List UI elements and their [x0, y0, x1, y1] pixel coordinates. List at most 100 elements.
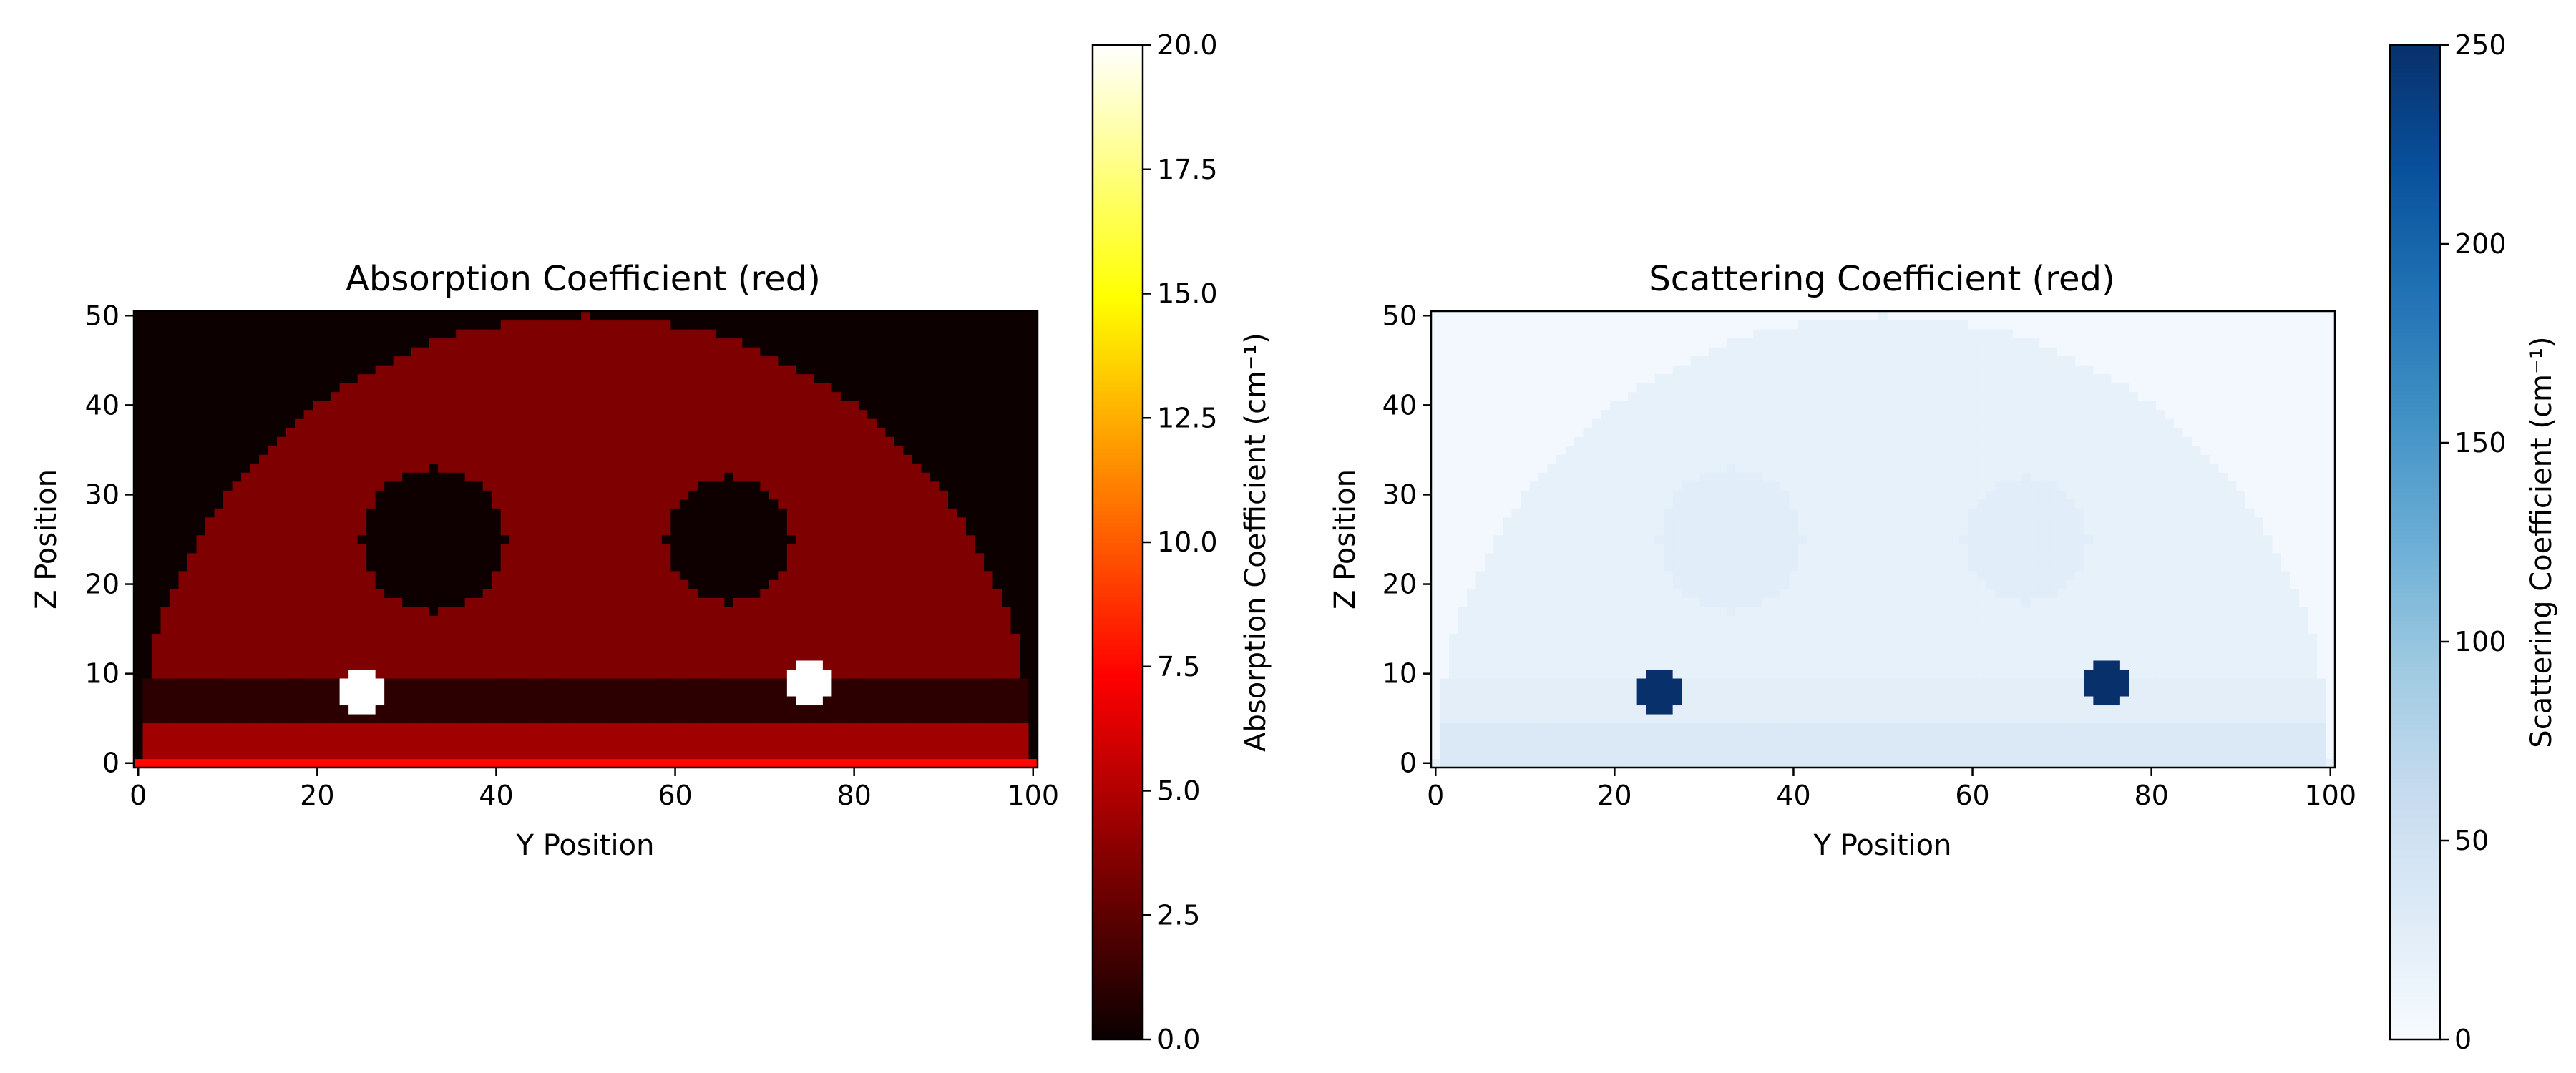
- heatmap-cell: [894, 463, 904, 473]
- heatmap-cell: [366, 383, 376, 393]
- heatmap-cell: [223, 347, 233, 357]
- heatmap-cell: [751, 481, 761, 491]
- heatmap-cell: [268, 677, 278, 688]
- heatmap-cell: [286, 383, 296, 393]
- heatmap-cell: [492, 401, 502, 411]
- heatmap-cell: [814, 677, 824, 688]
- heatmap-cell: [447, 552, 457, 562]
- heatmap-cell: [286, 642, 296, 652]
- heatmap-cell: [912, 391, 922, 401]
- heatmap-cell: [697, 534, 707, 544]
- heatmap-cell: [152, 409, 162, 419]
- heatmap-cell: [643, 722, 653, 733]
- heatmap-cell: [867, 534, 877, 544]
- heatmap-cell: [670, 347, 680, 357]
- heatmap-cell: [796, 731, 806, 742]
- heatmap-cell: [876, 463, 887, 473]
- heatmap-cell: [527, 660, 537, 670]
- heatmap-cell: [545, 516, 555, 526]
- heatmap-cell: [831, 365, 841, 375]
- heatmap-cell: [160, 320, 170, 330]
- heatmap-cell: [670, 687, 680, 697]
- heatmap-cell: [643, 365, 653, 375]
- heatmap-cell: [1001, 516, 1012, 526]
- heatmap-cell: [796, 427, 806, 437]
- heatmap-cell: [992, 508, 1002, 518]
- heatmap-cell: [778, 606, 788, 616]
- heatmap-cell: [366, 642, 376, 652]
- heatmap-cell: [420, 660, 430, 670]
- heatmap-cell: [429, 534, 439, 544]
- heatmap-cell: [205, 436, 215, 446]
- heatmap-cell: [205, 597, 215, 607]
- heatmap-cell: [635, 687, 645, 697]
- heatmap-cell: [1010, 516, 1020, 526]
- heatmap-cell: [339, 508, 349, 518]
- heatmap-cell: [688, 481, 698, 491]
- heatmap-cell: [814, 731, 824, 742]
- heatmap-cell: [957, 445, 967, 455]
- heatmap-cell: [822, 624, 832, 634]
- heatmap-cell: [259, 713, 269, 724]
- heatmap-cell: [187, 588, 197, 598]
- heatmap-cell: [545, 615, 555, 625]
- heatmap-cell: [876, 481, 887, 491]
- heatmap-cell: [930, 740, 940, 750]
- heatmap-cell: [814, 758, 824, 768]
- heatmap-cell: [1019, 562, 1030, 572]
- heatmap-cell: [250, 365, 260, 375]
- heatmap-cell: [840, 516, 850, 526]
- heatmap-cell: [831, 651, 841, 661]
- heatmap-cell: [661, 722, 671, 733]
- heatmap-cell: [268, 687, 278, 697]
- heatmap-cell: [965, 722, 976, 733]
- heatmap-cell: [733, 490, 743, 500]
- heatmap-cell: [563, 490, 573, 500]
- heatmap-cell: [661, 758, 671, 768]
- heatmap-cell: [527, 588, 537, 598]
- heatmap-cell: [912, 677, 922, 688]
- heatmap-cell: [885, 508, 895, 518]
- heatmap-cell: [357, 347, 367, 357]
- heatmap-cell: [554, 391, 564, 401]
- heatmap-cell: [760, 597, 770, 607]
- heatmap-cell: [849, 516, 859, 526]
- heatmap-cell: [339, 356, 349, 366]
- heatmap-cell: [939, 454, 949, 464]
- heatmap-cell: [912, 481, 922, 491]
- heatmap-cell: [697, 695, 707, 706]
- heatmap-cell: [706, 749, 716, 760]
- heatmap-cell: [331, 749, 341, 760]
- heatmap-cell: [921, 695, 931, 706]
- heatmap-cell: [992, 516, 1002, 526]
- heatmap-cell: [581, 677, 591, 688]
- heatmap-cell: [760, 722, 770, 733]
- heatmap-cell: [983, 570, 994, 580]
- heatmap-cell: [814, 436, 824, 446]
- heatmap-cell: [786, 695, 796, 706]
- heatmap-cell: [313, 705, 323, 715]
- heatmap-cell: [814, 651, 824, 661]
- heatmap-cell: [554, 401, 564, 411]
- heatmap-cell: [438, 722, 448, 733]
- heatmap-cell: [160, 740, 170, 750]
- heatmap-cell: [509, 365, 519, 375]
- heatmap-cell: [464, 597, 474, 607]
- heatmap-cell: [518, 347, 528, 357]
- heatmap-cell: [411, 579, 421, 589]
- heatmap-cell: [590, 615, 600, 625]
- heatmap-cell: [160, 749, 170, 760]
- heatmap-cell: [831, 383, 841, 393]
- heatmap-cell: [313, 418, 323, 428]
- heatmap-cell: [474, 401, 484, 411]
- heatmap-cell: [357, 570, 367, 580]
- heatmap-cell: [599, 579, 609, 589]
- heatmap-cell: [643, 516, 653, 526]
- heatmap-cell: [259, 705, 269, 715]
- heatmap-cell: [250, 356, 260, 366]
- heatmap-cell: [796, 445, 806, 455]
- heatmap-cell: [303, 579, 313, 589]
- heatmap-cell: [760, 373, 770, 383]
- heatmap-cell: [975, 516, 985, 526]
- heatmap-cell: [375, 526, 385, 536]
